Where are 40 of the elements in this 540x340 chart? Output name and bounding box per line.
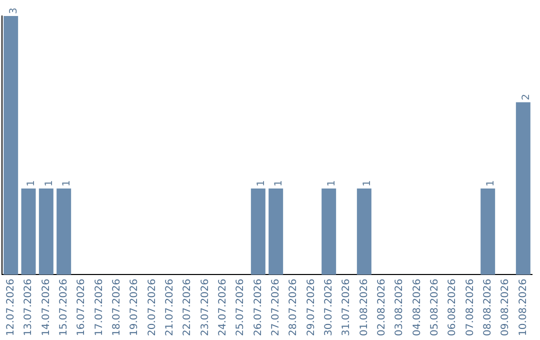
x-tick-label: 01.08.2026 bbox=[358, 278, 370, 336]
x-tick-label: 21.07.2026 bbox=[164, 278, 176, 336]
data-label: 1 bbox=[273, 180, 284, 186]
data-label: 1 bbox=[485, 180, 496, 186]
x-tick-label: 28.07.2026 bbox=[288, 278, 300, 336]
data-label: 1 bbox=[61, 180, 72, 186]
x-tick-label: 13.07.2026 bbox=[23, 278, 34, 336]
x-tick-label: 03.08.2026 bbox=[394, 278, 406, 336]
x-tick-label: 27.07.2026 bbox=[270, 278, 282, 336]
x-tick-label: 31.07.2026 bbox=[341, 278, 352, 336]
x-tick-label: 10.08.2026 bbox=[518, 278, 529, 336]
x-tick-label: 30.07.2026 bbox=[323, 278, 334, 336]
x-tick-label: 06.08.2026 bbox=[447, 278, 458, 336]
data-label: 1 bbox=[326, 180, 338, 186]
x-tick-label: 18.07.2026 bbox=[111, 278, 122, 336]
x-tick-label: 14.07.2026 bbox=[40, 278, 52, 336]
data-label: 3 bbox=[8, 8, 20, 14]
x-tick-label: 08.08.2026 bbox=[482, 278, 494, 336]
x-tick-label: 23.07.2026 bbox=[200, 278, 211, 336]
x-tick-label: 20.07.2026 bbox=[146, 278, 158, 336]
x-tick-label: 12.07.2026 bbox=[5, 278, 16, 336]
x-tick-label: 16.07.2026 bbox=[76, 278, 88, 336]
x-tick-label: 05.08.2026 bbox=[429, 278, 440, 336]
data-label: 1 bbox=[256, 180, 267, 186]
x-tick-label: 22.07.2026 bbox=[182, 278, 194, 336]
x-tick-label: 25.07.2026 bbox=[235, 278, 246, 336]
data-label: 1 bbox=[26, 180, 38, 186]
x-tick-label: 29.07.2026 bbox=[306, 278, 317, 336]
x-tick-label: 19.07.2026 bbox=[129, 278, 140, 336]
x-tick-label: 26.07.2026 bbox=[252, 278, 264, 336]
x-tick-label: 07.08.2026 bbox=[464, 278, 476, 336]
x-tick-label: 04.08.2026 bbox=[412, 278, 423, 336]
x-tick-label: 09.08.2026 bbox=[500, 278, 512, 336]
data-label: 2 bbox=[520, 94, 532, 100]
x-tick-label: 02.08.2026 bbox=[376, 278, 388, 336]
x-tick-label: 15.07.2026 bbox=[58, 278, 70, 336]
data-label: 1 bbox=[362, 180, 373, 186]
data-label: 1 bbox=[44, 180, 55, 186]
x-tick-label: 24.07.2026 bbox=[217, 278, 228, 336]
x-tick-label: 17.07.2026 bbox=[94, 278, 105, 336]
